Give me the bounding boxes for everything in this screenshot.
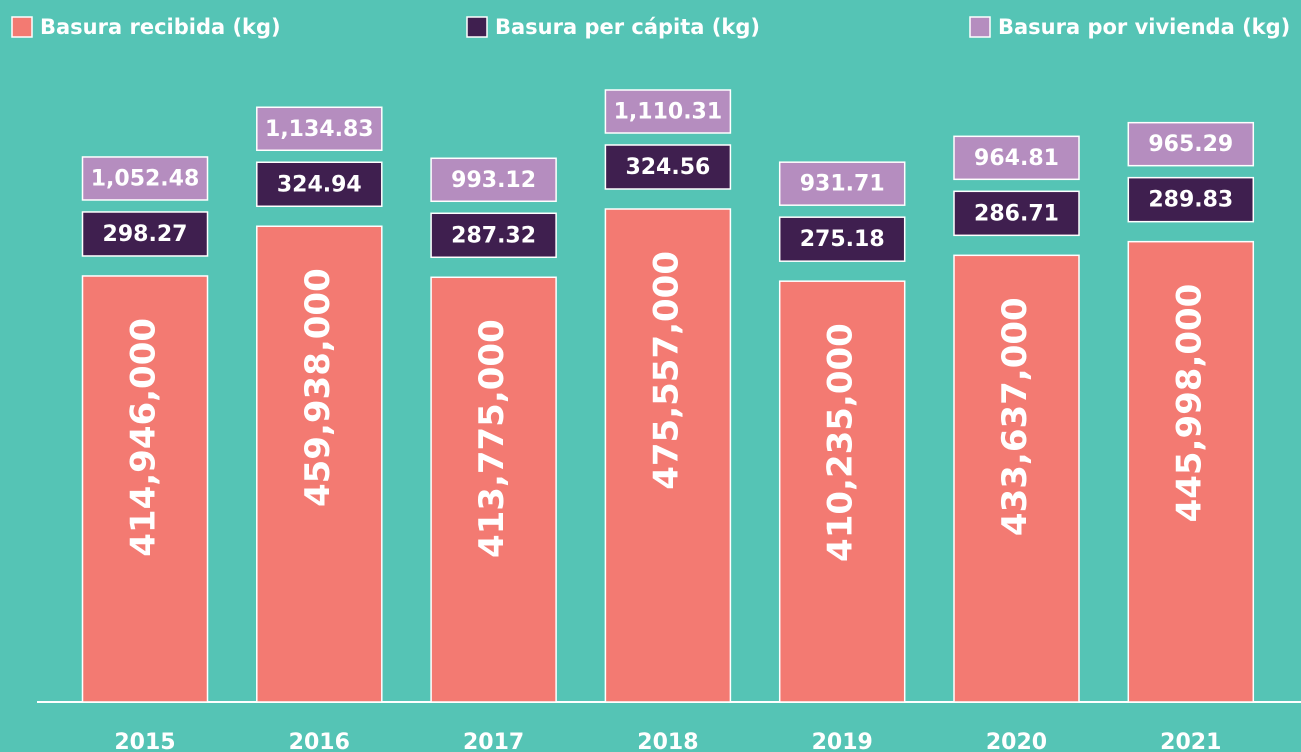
bar xyxy=(430,276,557,703)
value-box-label: 931.71 xyxy=(800,172,885,197)
value-box xyxy=(953,135,1080,181)
value-box xyxy=(256,161,383,208)
x-tick-label: 2020 xyxy=(986,730,1047,752)
value-box-label: 1,110.31 xyxy=(614,100,723,125)
legend-swatch xyxy=(466,16,488,38)
value-box-label: 275.18 xyxy=(800,227,885,252)
legend-label: Basura por vivienda (kg) xyxy=(998,15,1290,39)
value-box xyxy=(604,144,732,190)
x-tick-label: 2019 xyxy=(812,730,873,752)
value-box xyxy=(953,190,1080,237)
bar-value-label: 459,938,000 xyxy=(298,268,338,507)
legend-swatch xyxy=(969,16,991,38)
value-box-label: 286.71 xyxy=(974,201,1059,226)
bar-value-label: 475,557,000 xyxy=(646,251,686,490)
legend-swatch xyxy=(11,16,33,38)
value-box xyxy=(430,157,557,203)
x-tick-label: 2016 xyxy=(289,730,350,752)
value-box xyxy=(256,106,383,152)
x-tick-label: 2015 xyxy=(114,730,175,752)
value-box xyxy=(604,89,732,134)
bar xyxy=(953,254,1080,703)
legend-label: Basura per cápita (kg) xyxy=(495,15,760,39)
value-box-label: 964.81 xyxy=(974,146,1059,171)
value-box-label: 1,052.48 xyxy=(91,166,200,191)
value-box-label: 965.29 xyxy=(1148,132,1233,157)
x-tick-label: 2021 xyxy=(1160,730,1221,752)
value-box-label: 298.27 xyxy=(103,222,188,247)
bar xyxy=(256,225,383,703)
value-box xyxy=(778,216,906,262)
bar-value-label: 445,998,000 xyxy=(1169,284,1209,523)
value-box-label: 993.12 xyxy=(451,168,536,193)
bar-value-label: 433,637,000 xyxy=(995,297,1035,536)
x-tick-label: 2017 xyxy=(463,730,524,752)
bar xyxy=(1127,240,1255,703)
bar xyxy=(778,280,906,703)
bar xyxy=(604,208,732,703)
value-box xyxy=(81,211,209,257)
value-box xyxy=(1127,176,1255,223)
x-tick-label: 2018 xyxy=(637,730,698,752)
value-box xyxy=(778,161,906,206)
value-box-label: 1,134.83 xyxy=(265,117,374,142)
legend-label: Basura recibida (kg) xyxy=(40,15,281,39)
value-box-label: 287.32 xyxy=(451,223,536,248)
value-box xyxy=(430,212,557,259)
value-box-label: 289.83 xyxy=(1148,188,1233,213)
bar-value-label: 414,946,000 xyxy=(124,318,164,557)
bar xyxy=(81,275,209,703)
value-box-label: 324.94 xyxy=(277,172,362,197)
value-box xyxy=(1127,121,1255,167)
value-box xyxy=(81,156,209,201)
bar-value-label: 410,235,000 xyxy=(821,323,861,562)
bar-value-label: 413,775,000 xyxy=(472,319,512,558)
value-box-label: 324.56 xyxy=(625,155,710,180)
